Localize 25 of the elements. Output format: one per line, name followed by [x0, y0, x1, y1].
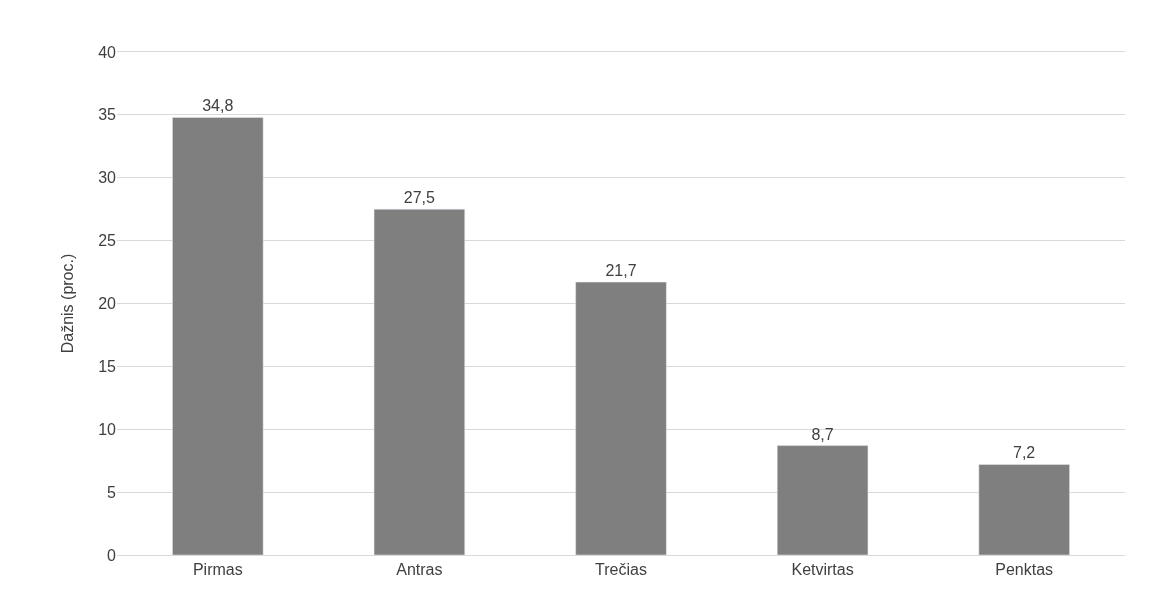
y-tick-label: 15	[98, 357, 117, 375]
y-tick-label: 0	[107, 546, 117, 564]
bar	[978, 464, 1070, 555]
bar	[575, 281, 667, 555]
bar	[172, 117, 264, 555]
x-tick-label: Trečias	[595, 561, 647, 579]
y-tick-label: 30	[98, 169, 117, 187]
x-tick-label: Penktas	[995, 561, 1054, 579]
y-tick-label: 20	[98, 295, 117, 313]
y-axis-title: Dažnis (proc.)	[59, 253, 77, 354]
data-label: 34,8	[202, 97, 234, 115]
x-tick-label: Pirmas	[192, 561, 243, 579]
data-label: 7,2	[1013, 444, 1036, 462]
x-tick-label: Ketvirtas	[791, 561, 854, 579]
y-tick-label: 35	[98, 106, 117, 124]
data-label: 8,7	[811, 425, 834, 443]
bar	[776, 445, 869, 555]
bar	[373, 208, 466, 555]
y-tick-label: 25	[98, 232, 117, 250]
x-tick-label: Antras	[396, 561, 443, 579]
data-label: 21,7	[605, 262, 637, 280]
data-label: 27,5	[403, 189, 436, 207]
y-tick-label: 40	[98, 43, 117, 61]
y-tick-label: 10	[98, 420, 117, 438]
y-tick-label: 5	[107, 483, 117, 501]
